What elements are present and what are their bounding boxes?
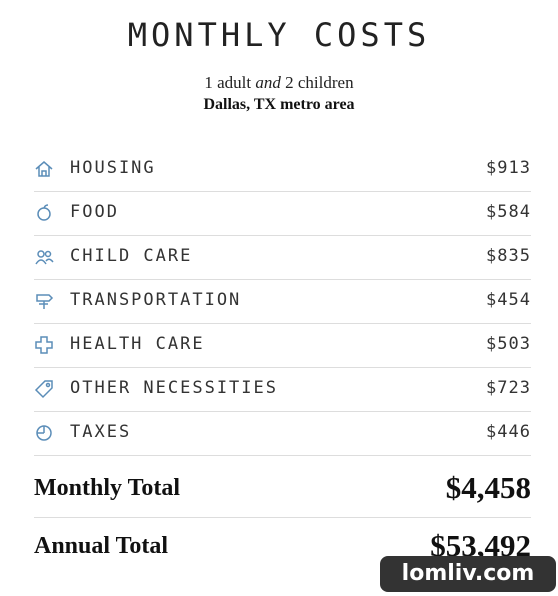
icon bbox=[35, 250, 54, 265]
subtitle-part: 2 children bbox=[285, 73, 354, 92]
separator bbox=[34, 323, 531, 324]
cost-row: TRANSPORTATION $454 bbox=[34, 279, 531, 323]
separator bbox=[34, 455, 531, 456]
watermark: lomliv.com bbox=[380, 556, 556, 592]
subtitle: 1 adult and 2 children bbox=[0, 73, 558, 93]
subtitle-part: and bbox=[255, 73, 281, 92]
cost-row: HOUSING $913 bbox=[34, 147, 531, 191]
icon bbox=[36, 425, 52, 441]
separator bbox=[34, 517, 531, 518]
separator bbox=[34, 235, 531, 236]
cost-row: HEALTH CARE $503 bbox=[34, 323, 531, 367]
title: MONTHLY COSTS bbox=[127, 16, 431, 54]
total-amount: $4,458 bbox=[445, 470, 531, 505]
total-label: Monthly Total bbox=[34, 475, 181, 501]
cost-amount: $446 bbox=[486, 422, 531, 442]
cost-row: CHILD CARE $835 bbox=[34, 235, 531, 279]
cost-label: OTHER NECESSITIES bbox=[70, 378, 278, 398]
icon bbox=[35, 336, 53, 354]
cost-label: HOUSING bbox=[70, 158, 156, 178]
icon bbox=[34, 380, 53, 399]
separator bbox=[34, 191, 531, 192]
cost-row: TAXES $446 bbox=[34, 411, 531, 455]
cost-label: HEALTH CARE bbox=[70, 334, 205, 354]
cost-row: OTHER NECESSITIES $723 bbox=[34, 367, 531, 411]
subtitle-part: 1 adult bbox=[204, 73, 252, 92]
cost-label: FOOD bbox=[70, 202, 119, 222]
icon bbox=[35, 161, 53, 177]
cost-amount: $723 bbox=[486, 378, 531, 398]
icon bbox=[37, 204, 51, 221]
total-label: Annual Total bbox=[34, 533, 169, 559]
cost-label: TAXES bbox=[70, 422, 132, 442]
cost-amount: $454 bbox=[486, 290, 531, 310]
cost-label: CHILD CARE bbox=[70, 246, 193, 266]
cost-row: FOOD $584 bbox=[34, 191, 531, 235]
location: Dallas, TX metro area bbox=[203, 96, 355, 113]
separator bbox=[34, 279, 531, 280]
cost-label: TRANSPORTATION bbox=[70, 290, 242, 310]
separator bbox=[34, 367, 531, 368]
icon bbox=[36, 294, 54, 309]
cost-amount: $503 bbox=[486, 334, 531, 354]
cost-amount: $584 bbox=[486, 202, 531, 222]
separator bbox=[34, 411, 531, 412]
cost-amount: $835 bbox=[486, 246, 531, 266]
cost-amount: $913 bbox=[486, 158, 531, 178]
